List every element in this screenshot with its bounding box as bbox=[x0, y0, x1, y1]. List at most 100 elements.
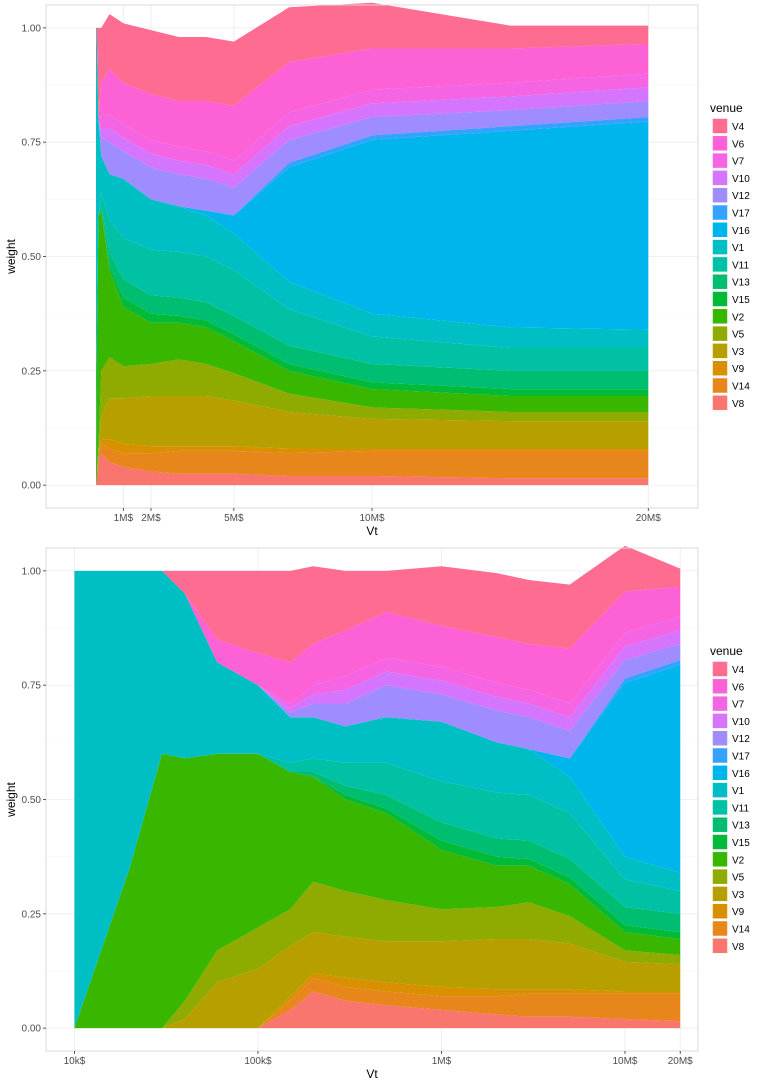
legend-swatch-v5 bbox=[712, 325, 728, 342]
y-tick-label: 1.00 bbox=[22, 566, 42, 577]
area-v8 bbox=[74, 991, 681, 1029]
area-v4 bbox=[74, 545, 681, 663]
x-tick-label: 2M$ bbox=[141, 513, 161, 524]
legend-swatch-v11 bbox=[712, 799, 728, 816]
area-v5 bbox=[96, 357, 649, 486]
legend: venue V4 V6 V7 V10 V12 V17 V16 V1 V11 V13 V15 V2 V5 V3… bbox=[710, 644, 750, 955]
legend-label-v4: V4 bbox=[732, 665, 745, 676]
legend-label-v2: V2 bbox=[732, 855, 745, 866]
legend-swatch-v2 bbox=[712, 851, 728, 868]
x-tick-label: 100k$ bbox=[244, 1056, 272, 1067]
legend-swatch-v9 bbox=[712, 360, 728, 376]
x-tick-label: 10M$ bbox=[359, 513, 384, 524]
legend-label-v17: V17 bbox=[732, 752, 750, 763]
legend-swatch-v15 bbox=[712, 834, 728, 850]
y-tick-label: 0.50 bbox=[22, 795, 42, 806]
stacked-areas bbox=[74, 545, 681, 1029]
area-v8 bbox=[96, 453, 649, 486]
legend-label-v12: V12 bbox=[732, 191, 750, 202]
legend-label-v9: V9 bbox=[732, 907, 745, 918]
y-tick-label: 0.75 bbox=[22, 138, 42, 149]
legend-swatch-v3 bbox=[712, 343, 728, 359]
legend-swatch-v1 bbox=[712, 782, 728, 798]
legend-swatch-v8 bbox=[712, 395, 728, 411]
legend-label-v17: V17 bbox=[732, 209, 750, 220]
area-v3 bbox=[74, 932, 681, 1029]
legend-swatch-v14 bbox=[712, 920, 728, 937]
legend-swatch-v13 bbox=[712, 816, 728, 833]
legend-label-v6: V6 bbox=[732, 139, 745, 150]
legend-label-v11: V11 bbox=[732, 260, 749, 271]
stacked-areas bbox=[96, 2, 649, 486]
x-tick-label: 20M$ bbox=[668, 1056, 693, 1067]
legend-label-v16: V16 bbox=[732, 769, 750, 780]
x-tick-label: 1M$ bbox=[432, 1056, 452, 1067]
legend-title: venue bbox=[710, 644, 743, 658]
area-v10 bbox=[96, 27, 649, 188]
legend-label-v15: V15 bbox=[732, 295, 750, 306]
legend-swatch-v17 bbox=[712, 204, 728, 221]
legend-swatch-v8 bbox=[712, 938, 728, 954]
legend-swatch-v17 bbox=[712, 747, 728, 764]
area-v16 bbox=[96, 27, 649, 330]
area-v14 bbox=[96, 443, 649, 486]
legend-label-v2: V2 bbox=[732, 312, 745, 323]
y-tick-label: 0.00 bbox=[22, 1024, 42, 1035]
y-tick-label: 0.75 bbox=[22, 681, 42, 692]
area-v4 bbox=[96, 2, 649, 120]
legend-label-v6: V6 bbox=[732, 682, 745, 693]
area-v15 bbox=[74, 753, 681, 1029]
area-v6 bbox=[96, 27, 649, 161]
legend-label-v3: V3 bbox=[732, 347, 745, 358]
legend: venue V4 V6 V7 V10 V12 V17 V16 V1 V11 V13 V15 V2 V5 V3… bbox=[710, 101, 750, 412]
legend-label-v12: V12 bbox=[732, 734, 750, 745]
legend-swatch-v7 bbox=[712, 695, 728, 712]
x-tick-label: 10k$ bbox=[64, 1056, 86, 1067]
legend-label-v3: V3 bbox=[732, 890, 745, 901]
x-tick-label: 5M$ bbox=[224, 513, 244, 524]
area-v7 bbox=[96, 27, 649, 175]
legend-swatch-v11 bbox=[712, 256, 728, 273]
area-v16 bbox=[74, 570, 681, 873]
legend-label-v8: V8 bbox=[732, 399, 745, 410]
x-tick-label: 1M$ bbox=[114, 513, 134, 524]
legend-swatch-v2 bbox=[712, 308, 728, 325]
legend-label-v1: V1 bbox=[732, 243, 745, 254]
legend-swatch-v16 bbox=[712, 222, 728, 238]
legend-swatch-v4 bbox=[712, 661, 728, 677]
legend-label-v11: V11 bbox=[732, 803, 749, 814]
bottom-chart: 0.00 0.25 0.50 0.75 1.00 10k$ 100k$ 1M$ 10M$ 20M$… bbox=[4, 545, 750, 1081]
area-v11 bbox=[74, 753, 681, 1029]
x-axis-title: Vt bbox=[366, 524, 378, 538]
legend-label-v14: V14 bbox=[732, 382, 750, 393]
legend-title: venue bbox=[710, 101, 743, 115]
legend-swatch-v10 bbox=[712, 713, 728, 729]
legend-label-v10: V10 bbox=[732, 717, 750, 728]
area-v1 bbox=[74, 570, 681, 1029]
legend-label-v14: V14 bbox=[732, 925, 750, 936]
legend-swatch-v10 bbox=[712, 170, 728, 186]
y-tick-label: 0.50 bbox=[22, 252, 42, 263]
legend-swatch-v7 bbox=[712, 152, 728, 169]
legend-swatch-v3 bbox=[712, 886, 728, 902]
legend-swatch-v1 bbox=[712, 239, 728, 255]
y-tick-label: 0.25 bbox=[22, 366, 42, 377]
top-chart: 0.00 0.25 0.50 0.75 1.00 1M$ 2M$ 5M$ 10M$ 20M$ Vt w… bbox=[4, 2, 750, 538]
area-v5 bbox=[74, 881, 681, 1029]
legend-label-v7: V7 bbox=[732, 157, 745, 168]
legend-swatch-v4 bbox=[712, 118, 728, 134]
area-v6 bbox=[74, 570, 681, 704]
legend-label-v9: V9 bbox=[732, 364, 745, 375]
y-tick-label: 1.00 bbox=[22, 23, 42, 34]
legend-swatch-v14 bbox=[712, 377, 728, 394]
legend-label-v1: V1 bbox=[732, 786, 745, 797]
x-axis-title: Vt bbox=[366, 1067, 378, 1081]
legend-label-v5: V5 bbox=[732, 873, 745, 884]
x-tick-label: 10M$ bbox=[612, 1056, 637, 1067]
y-axis-title: weight bbox=[4, 238, 18, 274]
legend-swatch-v5 bbox=[712, 868, 728, 885]
legend-label-v5: V5 bbox=[732, 330, 745, 341]
area-v2 bbox=[74, 753, 681, 1029]
legend-label-v7: V7 bbox=[732, 700, 745, 711]
area-v2 bbox=[96, 210, 649, 486]
